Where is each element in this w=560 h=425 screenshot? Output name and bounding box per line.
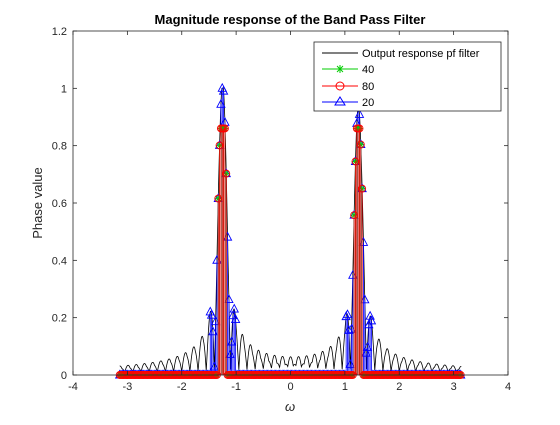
x-tick-label-4: 0 bbox=[287, 381, 293, 393]
marker-80-181 bbox=[356, 140, 365, 149]
marker-80-80 bbox=[222, 169, 231, 178]
marker-20-183 bbox=[358, 236, 369, 246]
x-tick-label-3: -1 bbox=[231, 381, 241, 393]
y-tick-label-6: 1.2 bbox=[52, 26, 67, 38]
marker-20-87 bbox=[230, 314, 241, 323]
y-tick-label-5: 1 bbox=[61, 83, 67, 95]
marker-20-73 bbox=[212, 254, 222, 264]
marker-80-176 bbox=[350, 211, 359, 220]
x-axis-label: ω bbox=[285, 399, 295, 414]
legend-entry-20: 20 bbox=[322, 96, 374, 109]
legend-marker-triangle bbox=[334, 96, 346, 106]
marker-20-83 bbox=[225, 349, 235, 359]
series-output-response-line bbox=[119, 87, 462, 374]
marker-20-76 bbox=[216, 98, 226, 108]
marker-20-175 bbox=[348, 269, 358, 279]
legend-label-20: 20 bbox=[362, 97, 374, 109]
y-tick-label-3: 0.6 bbox=[52, 198, 67, 210]
legend-entry-80: 80 bbox=[322, 81, 374, 93]
x-tick-label-1: -3 bbox=[122, 381, 132, 393]
marker-20-85 bbox=[228, 310, 238, 320]
x-tick-label-2: -2 bbox=[177, 381, 187, 393]
marker-80-177 bbox=[351, 157, 360, 166]
axes-layer: -4 -3 -2 -1 0 1 2 3 400.20.40.60.811.2 bbox=[52, 26, 511, 393]
y-tick-label-4: 0.8 bbox=[52, 141, 67, 153]
marker-20-172 bbox=[344, 324, 354, 334]
chart-title: Magnitude response of the Band Pass Filt… bbox=[155, 12, 426, 27]
marker-20-184 bbox=[360, 294, 370, 304]
x-tick-label-5: 1 bbox=[342, 381, 348, 393]
marker-20-82 bbox=[224, 294, 234, 304]
marker-20-84 bbox=[226, 336, 237, 346]
legend-marker-circle bbox=[335, 81, 345, 91]
marker-20-72 bbox=[210, 316, 221, 326]
y-tick-label-1: 0.2 bbox=[52, 313, 67, 325]
y-tick-label-0: 0 bbox=[61, 370, 67, 382]
marker-20-174 bbox=[346, 323, 357, 333]
legend-entry-40: 40 bbox=[322, 64, 374, 76]
legend-entry-output-response: Output response pf filter bbox=[322, 48, 480, 60]
marker-20-171 bbox=[342, 309, 353, 319]
x-tick-label-6: 2 bbox=[396, 381, 402, 393]
marker-20-86 bbox=[229, 303, 239, 313]
marker-20-186 bbox=[362, 342, 373, 351]
legend: Output response pf filter 40 80 bbox=[313, 41, 502, 112]
marker-20-173 bbox=[345, 358, 355, 368]
y-tick-label-2: 0.4 bbox=[52, 255, 67, 267]
y-axis-label: Phase value bbox=[30, 167, 45, 239]
marker-20-78 bbox=[218, 85, 229, 95]
marker-20-189 bbox=[366, 315, 377, 325]
legend-label-output: Output response pf filter bbox=[362, 48, 480, 60]
marker-20-81 bbox=[222, 231, 233, 241]
marker-80-75 bbox=[215, 141, 224, 150]
marker-20-71 bbox=[209, 361, 220, 371]
legend-label-80: 80 bbox=[362, 81, 374, 93]
legend-marker-asterisk bbox=[336, 65, 344, 73]
marker-20-69 bbox=[206, 309, 217, 319]
marker-80-74 bbox=[214, 194, 223, 203]
x-tick-label-7: 3 bbox=[451, 381, 457, 393]
legend-label-40: 40 bbox=[362, 64, 374, 76]
marker-80-182 bbox=[358, 184, 367, 193]
marker-20-185 bbox=[361, 347, 371, 357]
marker-20-70 bbox=[208, 326, 218, 336]
marker-80-180 bbox=[355, 124, 364, 133]
x-tick-label-0: -4 bbox=[68, 381, 78, 393]
marker-20-180 bbox=[354, 108, 365, 118]
x-tick-label-8: 4 bbox=[505, 381, 511, 393]
marker-80-79 bbox=[220, 124, 229, 133]
